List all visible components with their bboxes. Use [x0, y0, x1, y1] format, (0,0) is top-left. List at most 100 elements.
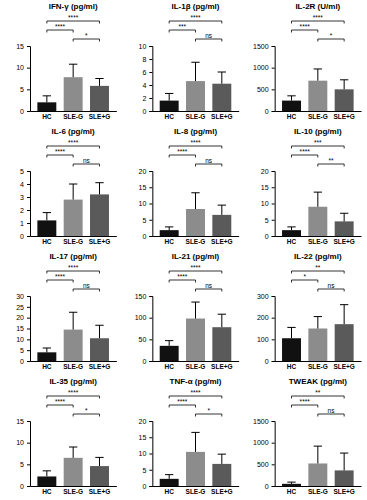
bar — [186, 452, 205, 486]
x-tick-label: SLE+G — [333, 238, 355, 245]
y-tick-mark — [149, 470, 152, 471]
x-tick-label: SLE-G — [308, 363, 328, 370]
y-tick: 10 — [16, 439, 30, 446]
y-tick-mark — [149, 361, 152, 362]
panel-title: IL-10 (pg/ml) — [294, 127, 342, 136]
x-tick: SLE+G — [333, 361, 355, 370]
x-axis: HCSLE-GSLE+G — [31, 236, 117, 245]
y-tick-label: 0 — [142, 483, 146, 490]
y-tick-label: 300 — [257, 293, 269, 300]
plot-marks — [282, 446, 354, 486]
x-tick: HC — [164, 486, 174, 495]
y-tick-label: 200 — [257, 314, 269, 321]
y-tick-mark — [149, 85, 152, 86]
error-stem — [317, 446, 318, 463]
x-tick: SLE+G — [333, 111, 355, 120]
y-tick-label: 15 — [139, 434, 147, 441]
error-stem — [73, 64, 74, 77]
y-tick-mark — [27, 89, 30, 90]
y-tick-mark — [149, 220, 152, 221]
x-tick: SLE-G — [63, 236, 83, 245]
error-bar — [69, 312, 77, 329]
y-tick-mark — [149, 98, 152, 99]
error-cap — [43, 95, 51, 96]
x-axis: HCSLE-GSLE+G — [31, 361, 117, 370]
significance-bracket — [196, 39, 222, 42]
error-bar — [218, 454, 226, 464]
error-bar — [314, 317, 322, 329]
error-cap — [287, 327, 295, 328]
y-tick: 0 — [20, 108, 30, 115]
bar — [212, 464, 231, 486]
error-cap — [340, 79, 348, 80]
x-tick: SLE-G — [63, 111, 83, 120]
error-cap — [218, 205, 226, 206]
y-tick: 15 — [16, 325, 30, 332]
y-axis-line — [27, 47, 31, 112]
y-tick: 0 — [20, 233, 30, 240]
error-bar — [95, 79, 103, 86]
bar — [64, 77, 83, 111]
y-tick-mark — [27, 421, 30, 422]
error-bar — [165, 93, 173, 100]
y-tick-mark — [272, 46, 275, 47]
y-tick-label: 15 — [261, 184, 269, 191]
error-cap — [95, 457, 103, 458]
y-tick: 0 — [265, 358, 275, 365]
y-tick: 10 — [139, 200, 153, 207]
significance-bracket — [196, 164, 222, 167]
y-tick-mark — [149, 318, 152, 319]
significance-bracket — [196, 289, 222, 292]
y-tick: 20 — [261, 168, 275, 175]
error-cap — [314, 192, 322, 193]
error-bar — [43, 213, 51, 221]
y-tick-label: 10 — [16, 336, 24, 343]
error-cap — [165, 226, 173, 227]
bar — [90, 86, 109, 111]
panel: IL-1β (pg/ml)0246810HCSLE-GSLE+G*******n… — [139, 2, 240, 120]
y-axis: 05101520 — [139, 418, 153, 490]
error-bar — [314, 69, 322, 81]
y-tick-mark — [272, 111, 275, 112]
y-tick-mark — [27, 361, 30, 362]
significance-label: ** — [315, 389, 321, 396]
bar — [160, 346, 179, 361]
panel-title: IL-21 (pg/ml) — [172, 252, 220, 261]
error-bar — [287, 96, 295, 101]
error-bar — [191, 432, 199, 452]
y-tick-mark — [27, 46, 30, 47]
x-tick-label: SLE+G — [211, 113, 233, 120]
error-bar — [287, 227, 295, 230]
error-bar — [191, 302, 199, 318]
y-tick: 5 — [142, 216, 152, 223]
x-axis: HCSLE-GSLE+G — [153, 486, 239, 495]
bar — [90, 466, 109, 486]
error-bar — [191, 193, 199, 209]
x-tick-label: SLE+G — [89, 488, 111, 495]
error-stem — [99, 325, 100, 338]
plot-marks — [160, 302, 232, 361]
y-axis: 012345 — [20, 168, 30, 240]
x-tick-label: SLE-G — [308, 488, 328, 495]
error-stem — [195, 62, 196, 81]
x-tick: HC — [42, 111, 52, 120]
y-tick: 25 — [16, 304, 30, 311]
significance-label: **** — [177, 273, 188, 280]
y-tick: 15 — [16, 43, 30, 50]
y-tick-label: 0 — [265, 483, 269, 490]
x-tick-label: SLE+G — [211, 363, 233, 370]
error-stem — [221, 454, 222, 464]
y-tick: 5 — [142, 466, 152, 473]
x-axis: HCSLE-GSLE+G — [275, 111, 361, 120]
y-tick-label: 0 — [20, 358, 24, 365]
y-tick-mark — [272, 171, 275, 172]
y-tick-mark — [149, 454, 152, 455]
x-tick: SLE+G — [89, 361, 111, 370]
x-tick-label: SLE-G — [63, 363, 83, 370]
y-tick: 0 — [265, 483, 275, 490]
y-tick-label: 20 — [139, 168, 147, 175]
x-tick-label: HC — [287, 238, 297, 245]
y-tick-label: 20 — [139, 418, 147, 425]
x-axis: HCSLE-GSLE+G — [275, 361, 361, 370]
x-tick: SLE+G — [211, 111, 233, 120]
